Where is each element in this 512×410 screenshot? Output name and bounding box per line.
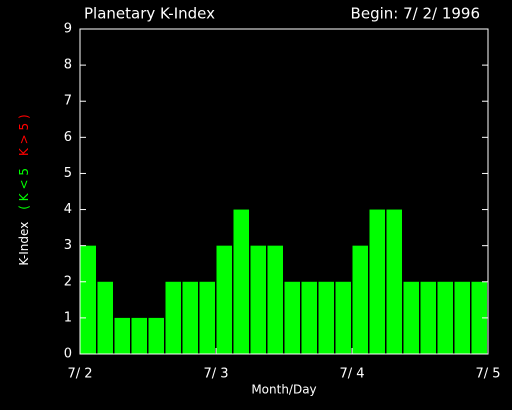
bar	[148, 317, 164, 354]
y-tick-label: 3	[64, 238, 72, 253]
bar	[182, 281, 198, 354]
y-label-part: ( K < 5	[17, 168, 31, 210]
plot-frame	[79, 28, 489, 355]
bar	[216, 245, 232, 354]
bar	[420, 281, 436, 354]
y-label-part: K > 5 )	[17, 114, 31, 156]
y-tick-label: 9	[64, 22, 72, 37]
bar	[335, 281, 351, 354]
chart-subtitle: Begin: 7/ 2/ 1996	[351, 5, 480, 23]
x-tick-label: 7/ 4	[339, 367, 364, 382]
bar	[131, 317, 147, 354]
y-label-part: K-Index	[17, 222, 31, 266]
bar	[114, 317, 130, 354]
y-tick-label: 7	[64, 94, 72, 109]
y-tick-label: 1	[64, 310, 72, 325]
bar	[267, 245, 283, 354]
bar	[386, 209, 402, 354]
x-tick-label: 7/ 3	[203, 367, 228, 382]
bar	[250, 245, 266, 354]
x-axis-label: Month/Day	[251, 383, 316, 397]
bar	[165, 281, 181, 354]
bar	[199, 281, 215, 354]
y-tick-label: 8	[64, 58, 72, 73]
x-tick-label: 7/ 2	[67, 367, 92, 382]
bar	[369, 209, 385, 354]
bar	[301, 281, 317, 354]
y-tick-label: 4	[64, 202, 72, 217]
bar	[471, 281, 487, 354]
y-axis-label: K-Index ( K < 5 K > 5 )	[17, 114, 31, 265]
y-tick-label: 0	[64, 347, 72, 362]
bar	[97, 281, 113, 354]
y-tick-label: 2	[64, 274, 72, 289]
chart-title: Planetary K-Index	[84, 5, 215, 23]
bar	[454, 281, 470, 354]
bar	[403, 281, 419, 354]
bar	[284, 281, 300, 354]
bar	[233, 209, 249, 354]
y-tick-label: 5	[64, 166, 72, 181]
bar	[318, 281, 334, 354]
bar	[352, 245, 368, 354]
bar	[80, 245, 96, 354]
x-tick-label: 7/ 5	[475, 367, 500, 382]
bar	[437, 281, 453, 354]
y-tick-label: 6	[64, 130, 72, 145]
